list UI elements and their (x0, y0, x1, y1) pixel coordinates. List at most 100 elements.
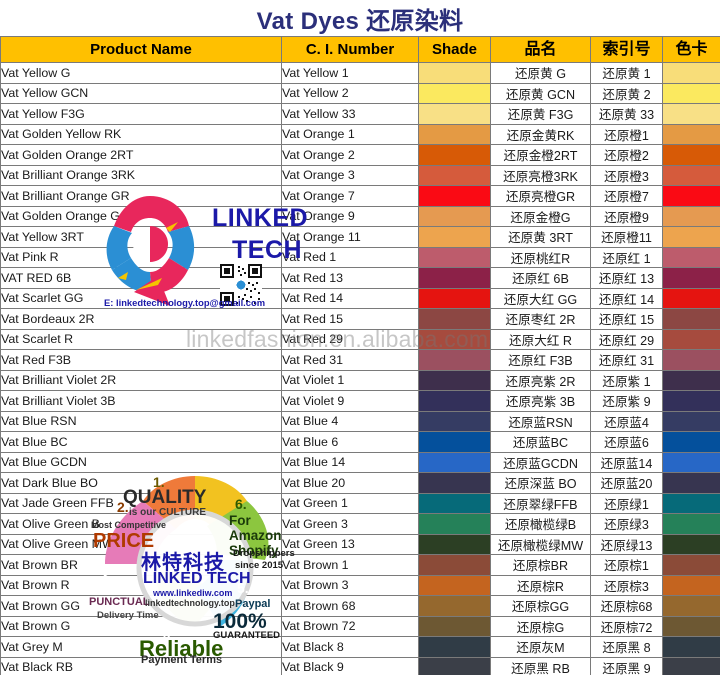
cell-shade-swatch (418, 431, 491, 453)
cell-cn-name: 还原蓝BC (490, 431, 591, 453)
cell-cn-index: 还原棕1 (590, 554, 663, 576)
column-header-cn-index[interactable]: 索引号 (590, 36, 663, 63)
cell-cn-name: 还原金黄RK (490, 123, 591, 145)
cell-color-card (662, 82, 720, 104)
cell-cn-index: 还原红 15 (590, 308, 663, 330)
wheel-label-100-percent: 100% (213, 610, 267, 633)
page-title: Vat Dyes 还原染料 (256, 7, 464, 35)
table-row: Vat Brilliant Violet 2R Vat Violet 1 还原亮紫 … (0, 369, 720, 391)
wheel-sublabel-guaranteed: GUARANTEED (213, 630, 281, 641)
cell-cn-index: 还原黄 33 (590, 103, 663, 125)
table-row: VAT RED 6B Vat Red 13 还原红 6B 还原红 13 (0, 267, 720, 289)
logo-text-linked: LINKED (212, 204, 309, 232)
cell-cn-index: 还原橙3 (590, 164, 663, 186)
cell-cn-name: 还原黑 RB (490, 656, 591, 675)
cell-cn-name: 还原棕G (490, 615, 591, 637)
cell-cn-name: 还原深蓝 BO (490, 472, 591, 494)
cell-shade-swatch (418, 267, 491, 289)
cell-product-name: Vat Blue RSN (0, 410, 282, 432)
cell-cn-name: 还原蓝GCDN (490, 451, 591, 473)
cell-cn-name: 还原黄 G (490, 62, 591, 84)
cell-ci-number: Vat Red 13 (281, 267, 419, 289)
cell-cn-index: 还原紫 9 (590, 390, 663, 412)
cell-cn-name: 还原灰M (490, 636, 591, 658)
cell-color-card (662, 144, 720, 166)
vat-dyes-table: Product Name C. I. Number Shade 品名 索引号 色… (0, 36, 720, 675)
cell-color-card (662, 123, 720, 145)
cell-color-card (662, 62, 720, 84)
wheel-center-url1: www.linkediw.com (153, 588, 233, 598)
table-row: Vat Olive Green B Vat Green 3 还原橄榄绿B 还原绿3 (0, 513, 720, 535)
wheel-label-reliable: Reliable (139, 636, 224, 661)
table-row: Vat Grey M Vat Black 8 还原灰M 还原黑 8 (0, 636, 720, 658)
cell-product-name: Vat Golden Yellow RK (0, 123, 282, 145)
wheel-sublabel-dropshippers: Dropshippers (233, 548, 295, 559)
cell-shade-swatch (418, 595, 491, 617)
wheel-num-4: 4. (159, 624, 171, 640)
cell-shade-swatch (418, 164, 491, 186)
wheel-center-en: LINKED TECH (143, 570, 251, 587)
cell-cn-name: 还原黄 F3G (490, 103, 591, 125)
column-header-ci-number[interactable]: C. I. Number (281, 36, 419, 63)
wheel-sublabel-price: Most Competitive (91, 520, 167, 530)
cell-cn-name: 还原大红 R (490, 328, 591, 350)
cell-color-card (662, 656, 720, 675)
alibaba-watermark: linkedfashion.en.alibaba.com (186, 326, 489, 352)
wheel-num-2: 2. (117, 499, 129, 515)
cell-shade-swatch (418, 472, 491, 494)
column-header-cn-name[interactable]: 品名 (490, 36, 591, 63)
table-header: Product Name C. I. Number Shade 品名 索引号 色… (0, 36, 720, 63)
cell-ci-number: Vat Red 14 (281, 287, 419, 309)
wheel-segment-price (143, 476, 195, 529)
table-row: Vat Pink R Vat Red 1 还原桃红R 还原红 1 (0, 246, 720, 268)
cell-cn-name: 还原棕R (490, 574, 591, 596)
cell-product-name: Vat Yellow F3G (0, 103, 282, 125)
column-header-shade[interactable]: Shade (418, 36, 491, 63)
cell-product-name: Vat Blue GCDN (0, 451, 282, 473)
wheel-label-quality: QUALITY (123, 487, 207, 508)
cell-cn-index: 还原蓝4 (590, 410, 663, 432)
cell-ci-number: Vat Red 31 (281, 349, 419, 371)
cell-color-card (662, 205, 720, 227)
cell-product-name: Vat Brilliant Violet 2R (0, 369, 282, 391)
wheel-segment-quality (195, 476, 247, 528)
cell-ci-number: Vat Brown 1 (281, 554, 419, 576)
cell-cn-index: 还原橙9 (590, 205, 663, 227)
cell-cn-name: 还原橄榄绿MW (490, 533, 591, 555)
wheel-num-5: 5. (237, 580, 249, 596)
cell-color-card (662, 636, 720, 658)
cell-cn-index: 还原棕3 (590, 574, 663, 596)
qr-code-icon (220, 264, 262, 306)
cell-color-card (662, 533, 720, 555)
cell-color-card (662, 390, 720, 412)
cell-ci-number: Vat Green 1 (281, 492, 419, 514)
column-header-product-name[interactable]: Product Name (0, 36, 282, 63)
cell-shade-swatch (418, 287, 491, 309)
cell-cn-index: 还原橙7 (590, 185, 663, 207)
table-row: Vat Red F3B Vat Red 31 还原红 F3B 还原红 31 (0, 349, 720, 371)
page-title-bar: Vat Dyes 还原染料 (0, 0, 720, 36)
cell-cn-name: 还原翠绿FFB (490, 492, 591, 514)
table-row: Vat Dark Blue BO Vat Blue 20 还原深蓝 BO 还原蓝20 (0, 472, 720, 494)
cell-product-name: Vat Blue BC (0, 431, 282, 453)
cell-shade-swatch (418, 636, 491, 658)
cell-color-card (662, 431, 720, 453)
cell-color-card (662, 185, 720, 207)
cell-cn-name: 还原亮紫 3B (490, 390, 591, 412)
wheel-num-3: 3. (101, 568, 113, 584)
cell-color-card (662, 308, 720, 330)
table-row: Vat Yellow G Vat Yellow 1 还原黄 G 还原黄 1 (0, 62, 720, 84)
cell-product-name: Vat Brilliant Orange GR (0, 185, 282, 207)
cell-shade-swatch (418, 308, 491, 330)
wheel-num-1: 1. (153, 474, 165, 490)
cell-cn-index: 还原橙11 (590, 226, 663, 248)
cell-ci-number: Vat Black 8 (281, 636, 419, 658)
table-row: Vat Scarlet R Vat Red 29 还原大红 R 还原红 29 (0, 328, 720, 350)
table-row: Vat Golden Orange 2RT Vat Orange 2 还原金橙2RT… (0, 144, 720, 166)
cell-cn-name: 还原红 6B (490, 267, 591, 289)
header-row: Product Name C. I. Number Shade 品名 索引号 色… (0, 36, 720, 63)
cell-ci-number: Vat Brown 3 (281, 574, 419, 596)
wheel-segment-reliable (155, 572, 221, 626)
column-header-cn-card[interactable]: 色卡 (662, 36, 720, 63)
